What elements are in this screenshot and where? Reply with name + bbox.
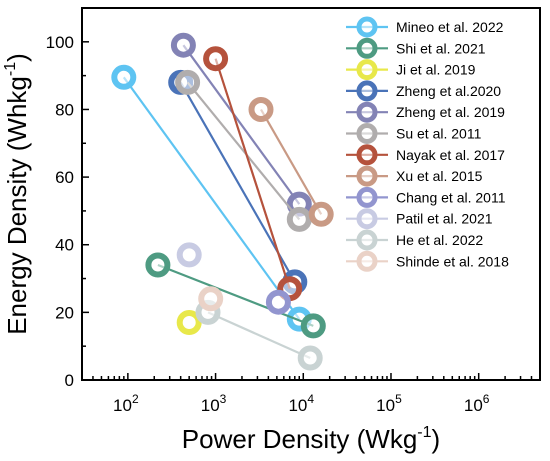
y-tick-label: 100	[46, 33, 74, 52]
data-point	[248, 97, 274, 122]
legend-swatch-marker	[356, 229, 378, 251]
legend-label: He et al. 2022	[396, 232, 483, 248]
y-tick-label: 40	[55, 236, 74, 255]
series-group	[176, 310, 202, 335]
legend-item: Shi et al. 2021	[346, 37, 486, 59]
legend-label: Patil et al. 2021	[396, 211, 493, 227]
legend-item: Zheng et al. 2019	[346, 101, 505, 123]
legend-label: Shinde et al. 2018	[396, 253, 509, 269]
y-tick-label: 60	[55, 168, 74, 187]
y-tick-label: 20	[55, 303, 74, 322]
legend-label: Zheng et al. 2019	[396, 104, 505, 120]
y-tick-label: 80	[55, 100, 74, 119]
y-axis-label-sup: -1	[2, 62, 19, 76]
legend-label: Chang et al. 2011	[396, 189, 506, 205]
series-group	[265, 289, 291, 315]
series-line	[182, 44, 301, 205]
legend-swatch-marker	[356, 250, 378, 272]
series-line	[186, 81, 301, 221]
legend-swatch-marker	[356, 123, 378, 144]
legend-label: Su et al. 2011	[396, 126, 482, 142]
legend-item: Mineo et al. 2022	[346, 16, 504, 38]
series-group	[248, 97, 334, 227]
legend-item: Ji et al. 2019	[346, 59, 476, 81]
series-line	[260, 108, 323, 215]
data-point	[176, 310, 202, 335]
series-group	[145, 252, 326, 339]
x-tick-label: 105	[376, 392, 402, 415]
legend-item: Patil et al. 2021	[346, 208, 493, 230]
data-point	[170, 32, 196, 58]
legend-item: Su et al. 2011	[346, 123, 482, 144]
legend-label: Mineo et al. 2022	[396, 19, 504, 35]
x-axis-label: Power Density (Wkg-1)	[182, 424, 440, 454]
legend-swatch-marker	[356, 59, 378, 81]
data-point	[145, 252, 171, 278]
legend-label: Ji et al. 2019	[396, 62, 476, 78]
series-group	[198, 286, 224, 312]
legend-swatch-marker	[356, 186, 378, 208]
legend-swatch-marker	[356, 165, 378, 187]
data-point	[176, 242, 202, 268]
x-tick-label: 106	[464, 392, 490, 415]
series-group	[176, 242, 202, 268]
data-point	[297, 345, 323, 371]
series-group	[203, 46, 303, 302]
legend-label: Shi et al. 2021	[396, 40, 486, 56]
data-point	[300, 313, 326, 339]
data-point	[175, 69, 201, 95]
legend-item: Nayak et al. 2017	[346, 144, 505, 166]
legend-swatch-marker	[356, 80, 378, 102]
legend-item: Shinde et al. 2018	[346, 250, 509, 272]
legend-item: He et al. 2022	[346, 229, 483, 251]
data-point	[198, 286, 224, 312]
legend-label: Nayak et al. 2017	[396, 147, 505, 163]
legend: Mineo et al. 2022 Shi et al. 2021 Ji et al…	[346, 16, 509, 272]
series-line	[157, 263, 314, 327]
plot-frame	[81, 7, 541, 381]
series-line	[207, 311, 311, 360]
legend-swatch-marker	[356, 101, 378, 123]
y-axis-ticks: 0 20 40 60 80 100	[46, 7, 89, 390]
data-point	[286, 206, 312, 232]
y-axis-label: Energy Density (Whkg-1)	[2, 53, 32, 335]
legend-item: Xu et al. 2015	[346, 165, 483, 187]
x-tick-label: 102	[113, 392, 139, 415]
series-line	[122, 76, 301, 320]
legend-swatch-marker	[356, 144, 378, 166]
legend-swatch-marker	[356, 37, 378, 59]
data-point	[265, 289, 291, 315]
data-point	[111, 64, 137, 90]
x-tick-label: 104	[288, 392, 314, 415]
series-group	[175, 69, 312, 232]
data-point	[308, 201, 334, 227]
legend-swatch-marker	[356, 208, 378, 230]
legend-label: Xu et al. 2015	[396, 168, 483, 184]
x-axis-ticks: 102 103 104 105 106	[81, 373, 541, 415]
data-point	[203, 46, 229, 72]
legend-label: Zheng et al.2020	[396, 83, 501, 99]
series-layer	[111, 32, 334, 371]
x-axis-label-sup: -1	[417, 424, 431, 441]
legend-item: Zheng et al.2020	[346, 80, 501, 102]
legend-swatch-marker	[356, 16, 378, 38]
x-tick-label: 103	[201, 392, 227, 415]
legend-item: Chang et al. 2011	[346, 186, 506, 208]
y-tick-label: 0	[65, 371, 74, 390]
series-line	[214, 58, 291, 290]
